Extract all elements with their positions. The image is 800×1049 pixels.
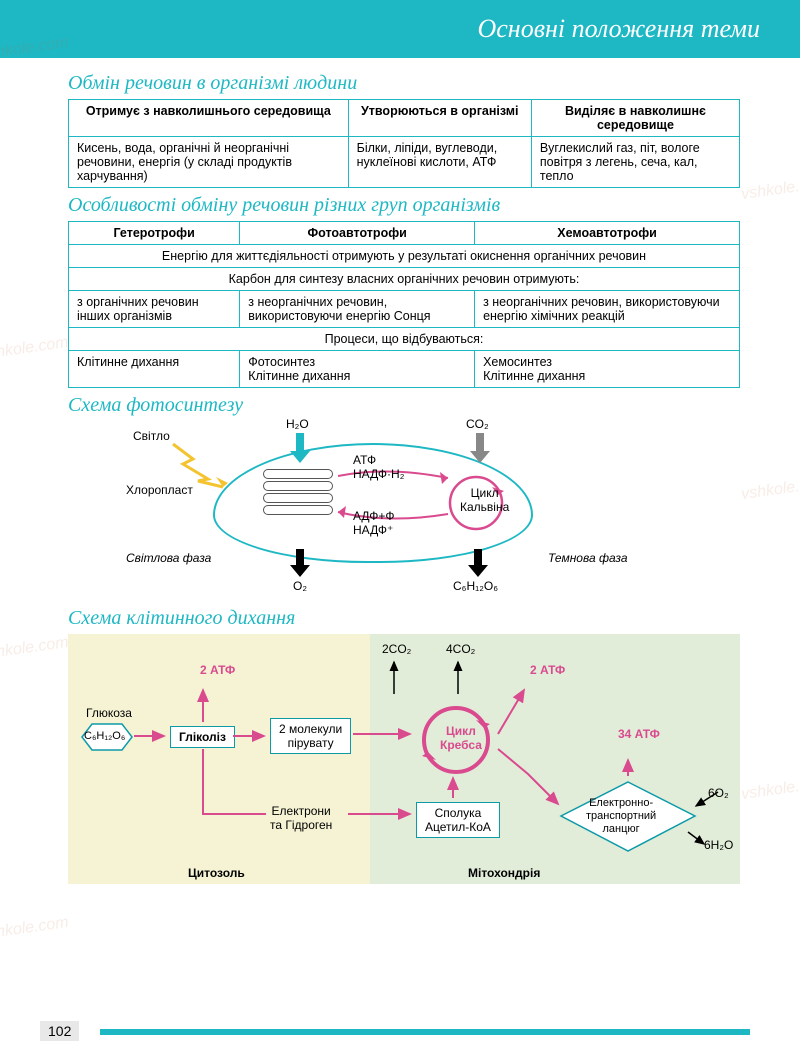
t2-r5c3: Хемосинтез Клітинне дихання (475, 351, 740, 388)
section1-title: Обмін речовин в організмі людини (68, 72, 740, 95)
table-organisms: Гетеротрофи Фотоавтотрофи Хемоавтотрофи … (68, 221, 740, 388)
flow-arrows-icon (68, 634, 740, 884)
thylakoid-icon (263, 505, 333, 515)
thylakoid-icon (263, 469, 333, 479)
table-metabolism: Отримує з навколишнього середовища Утвор… (68, 99, 740, 188)
adp-label: АДФ+Ф НАДФ⁺ (353, 509, 395, 538)
t1-h1: Отримує з навколишнього середовища (69, 100, 349, 137)
atp-label: АТФ НАДФ·H₂ (353, 453, 404, 482)
light-arrow-icon (168, 439, 238, 489)
glucose-arrow-icon (468, 549, 488, 577)
t2-r5c1: Клітинне дихання (69, 351, 240, 388)
page-header: Основні положення теми (0, 0, 800, 58)
h2o-label: H₂O (286, 417, 309, 431)
light-label: Світло (133, 429, 170, 443)
h2o-arrow-icon (290, 433, 310, 463)
t2-span2: Карбон для синтезу власних органічних ре… (69, 268, 740, 291)
photo-title: Схема фотосинтезу (68, 394, 740, 417)
bottom-bar (100, 1029, 750, 1035)
t2-r5c2: Фотосинтез Клітинне дихання (240, 351, 475, 388)
chloroplast-label: Хлоропласт (126, 483, 193, 497)
respiration-diagram: 2 АТФ 2 АТФ 34 АТФ Глюкоза C₆H₁₂O₆ Гліко… (68, 634, 740, 899)
t1-c3: Вуглекислий газ, піт, вологе повітря з л… (531, 137, 739, 188)
thylakoid-icon (263, 481, 333, 491)
glucose-out-label: C₆H₁₂O₆ (453, 579, 498, 593)
t2-r3c3: з неорганічних речовин, використовуючи е… (475, 291, 740, 328)
t2-h1: Гетеротрофи (69, 222, 240, 245)
co2-arrow-icon (470, 433, 490, 463)
t2-h2: Фотоавтотрофи (240, 222, 475, 245)
header-title: Основні положення теми (477, 14, 760, 44)
watermark: vshkole.com (0, 914, 70, 944)
o2-arrow-icon (290, 549, 310, 577)
t2-r3c2: з неорганічних речовин, використовуючи е… (240, 291, 475, 328)
t2-span1: Енергію для життєдіяльності отримують у … (69, 245, 740, 268)
page-content: Обмін речовин в організмі людини Отримує… (0, 58, 800, 899)
light-phase-label: Світлова фаза (126, 551, 211, 565)
t1-h2: Утворюються в організмі (348, 100, 531, 137)
t1-c1: Кисень, вода, органічні й неорганічні ре… (69, 137, 349, 188)
t2-span4: Процеси, що відбуваються: (69, 328, 740, 351)
t1-h3: Виділяє в навколишнє середовище (531, 100, 739, 137)
t2-h3: Хемоавтотрофи (475, 222, 740, 245)
page-number: 102 (40, 1021, 79, 1041)
co2-label: CO₂ (466, 417, 489, 431)
thylakoid-icon (263, 493, 333, 503)
t1-c2: Білки, ліпіди, вуглеводи, нуклеїнові кис… (348, 137, 531, 188)
section2-title: Особливості обміну речовин різних груп о… (68, 194, 740, 217)
dark-phase-label: Темнова фаза (548, 551, 628, 565)
resp-title: Схема клітинного дихання (68, 607, 740, 630)
calvin-label: Цикл Кальвіна (460, 486, 509, 515)
o2-label: O₂ (293, 579, 307, 593)
photosynthesis-diagram: Світло H₂O CO₂ Хлоропласт АТФ НАДФ·H₂ АД… (68, 421, 740, 601)
t2-r3c1: з органічних речовин інших організмів (69, 291, 240, 328)
